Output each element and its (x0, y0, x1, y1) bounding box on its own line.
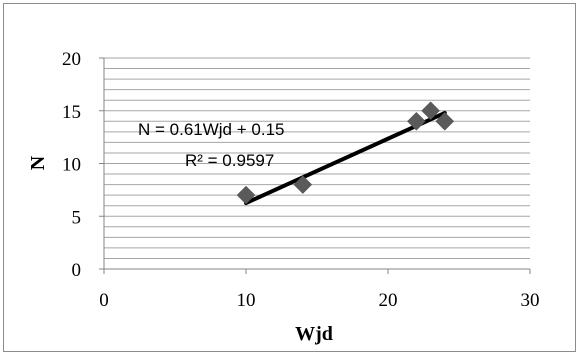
y-tick-label: 0 (72, 260, 82, 281)
data-point (407, 111, 426, 131)
grid-lines (104, 57, 530, 259)
y-tick-label: 5 (72, 207, 82, 228)
y-tick-label: 15 (62, 102, 81, 123)
y-tick-label: 20 (62, 49, 81, 70)
tick-labels: 0 5 10 15 20 0 10 20 30 (62, 49, 540, 311)
chart-frame (3, 3, 576, 352)
y-axis-title: N (27, 155, 49, 170)
x-tick-label: 30 (521, 290, 540, 311)
data-point (435, 111, 455, 131)
axes (99, 57, 531, 274)
data-points (236, 101, 455, 205)
x-axis-title: Wjd (295, 323, 333, 345)
y-tick-label: 10 (62, 155, 81, 176)
trendline (244, 110, 447, 206)
x-tick-label: 0 (99, 290, 109, 311)
trendline-layer (244, 110, 447, 206)
x-tick-label: 20 (379, 290, 398, 311)
data-point (236, 185, 256, 205)
x-tick-label: 10 (237, 290, 256, 311)
trendline-equation: N = 0.61Wjd + 0.15 (138, 120, 284, 139)
data-point (421, 101, 440, 121)
data-point (293, 175, 313, 194)
r-squared-label: R² = 0.9597 (185, 151, 274, 170)
